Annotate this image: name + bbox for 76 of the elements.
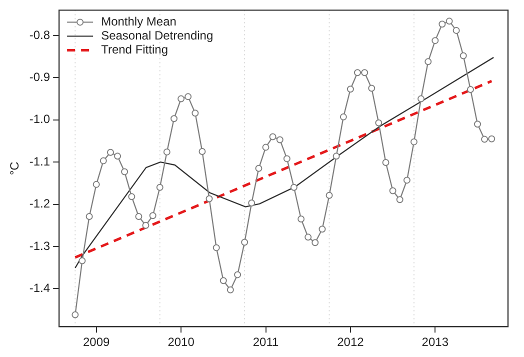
point [86,212,93,220]
point [318,226,326,233]
point [248,199,256,206]
point [354,69,361,76]
point [198,148,206,156]
point [283,155,290,162]
y-tick-label: -0.8 [29,28,50,42]
point [72,311,79,318]
point [241,238,248,246]
y-tick-label: -1.3 [29,238,50,253]
point [114,152,122,160]
point [276,136,284,144]
point [220,277,227,284]
point [304,234,312,241]
point [100,157,107,164]
legend-label: Trend Fitting [101,42,168,57]
point [382,158,390,166]
y-tick-label: -1.4 [29,280,50,295]
point [446,18,453,25]
y-tick-label: -0.9 [29,70,50,84]
point [361,69,368,76]
x-tick-label: 2009 [82,335,110,350]
point [481,136,488,143]
x-tick-label: 2013 [422,335,449,350]
legend-label: Monthly Mean [101,14,176,29]
point [452,26,460,34]
point [156,184,164,191]
point [474,120,482,128]
point [212,244,220,252]
point [410,138,418,146]
point [424,58,432,66]
point [438,20,446,28]
y-axis-title: °C [8,161,22,176]
point [332,152,340,160]
point [326,192,333,199]
point [149,212,156,220]
point [192,110,199,117]
x-tick-label: 2011 [252,335,279,350]
point [262,144,270,151]
point [206,195,213,202]
y-tick-label: -1.0 [29,112,50,126]
point [135,212,142,220]
y-tick-label: -1.2 [29,196,50,211]
point [389,187,396,194]
point [368,84,376,92]
point [290,184,298,191]
point [418,95,425,102]
point [460,52,467,60]
point [269,133,276,140]
point [121,168,128,176]
x-tick-label: 2010 [168,335,195,350]
point [346,86,354,93]
legend-label: Seasonal Detrending [101,28,214,43]
y-tick-label: -1.1 [29,154,50,168]
point [298,216,305,223]
x-tick-label: 2012 [337,335,364,350]
point [92,180,100,188]
point [340,113,347,120]
point [432,37,439,44]
point [163,148,170,156]
point [128,193,136,200]
point [226,286,234,294]
point [178,95,185,102]
point [78,257,86,264]
point [312,239,319,246]
point [170,115,178,122]
point [255,164,262,172]
point [488,135,496,142]
point [106,148,114,156]
point [142,222,150,229]
point [403,176,410,184]
point [184,93,192,100]
point [466,86,474,94]
point [375,119,382,126]
point [234,271,242,278]
point [396,196,404,204]
